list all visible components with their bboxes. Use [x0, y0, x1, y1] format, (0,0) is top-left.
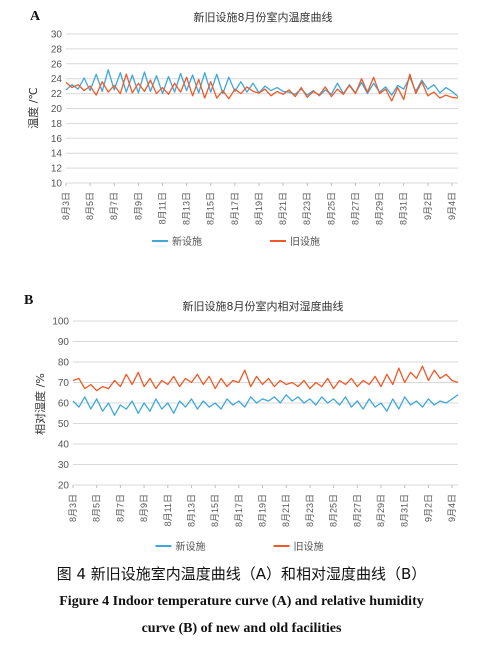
- x-tick-label: 9月4日: [447, 192, 457, 220]
- x-tick-label: 8月9日: [139, 494, 149, 522]
- x-tick-label: 8月25日: [329, 494, 339, 527]
- y-tick-label: 20: [51, 104, 63, 115]
- y-axis-label: 温度 /℃: [26, 87, 40, 129]
- y-tick-label: 18: [51, 119, 63, 130]
- legend-label: 旧设施: [294, 540, 324, 553]
- x-tick-label: 8月11日: [157, 192, 167, 224]
- temperature-chart: A 新旧设施8月份室内温度曲线 温度 /℃ 10 12 14 16 18 20 22 24 26…: [26, 9, 459, 248]
- y-tick-label: 22: [51, 89, 63, 100]
- x-tick-label: 8月7日: [115, 494, 125, 522]
- x-tick-label: 8月27日: [350, 192, 360, 225]
- x-tick-label: 8月31日: [400, 494, 410, 527]
- x-tick-label: 9月2日: [423, 192, 433, 220]
- x-tick-label: 8月5日: [85, 192, 95, 220]
- x-tick-label: 8月31日: [399, 192, 409, 225]
- chart-legend: 新设施 旧设施: [152, 235, 320, 248]
- chart-title: 新旧设施8月份室内相对湿度曲线: [183, 299, 344, 313]
- chart-legend: 新设施 旧设施: [155, 540, 324, 553]
- legend-label: 新设施: [172, 235, 202, 248]
- y-tick-label: 90: [58, 337, 70, 348]
- y-tick-label: 30: [58, 460, 70, 471]
- x-tick-label: 8月23日: [305, 494, 315, 527]
- x-tick-label: 8月11日: [163, 494, 173, 526]
- x-tick-label: 8月21日: [278, 192, 288, 225]
- y-tick-label: 20: [58, 481, 70, 492]
- figure-caption-english-line1: Figure 4 Indoor temperature curve (A) an…: [59, 594, 424, 609]
- x-tick-label: 8月27日: [352, 494, 362, 527]
- x-tick-label: 8月5日: [92, 494, 102, 522]
- x-tick-label: 8月9日: [133, 192, 143, 220]
- y-tick-label: 100: [52, 317, 69, 328]
- y-tick-label: 10: [51, 179, 63, 190]
- x-tick-label: 8月13日: [182, 192, 192, 225]
- x-tick-label: 8月15日: [210, 494, 220, 527]
- chart-title: 新旧设施8月份室内温度曲线: [194, 10, 333, 24]
- legend-label: 新设施: [176, 540, 206, 553]
- x-tick-label: 8月29日: [376, 494, 386, 527]
- panel-label: A: [30, 9, 41, 24]
- x-tick-label: 8月13日: [186, 494, 196, 527]
- figure-caption-chinese: 图 4 新旧设施室内温度曲线（A）和相对湿度曲线（B）: [56, 565, 427, 583]
- x-tick-label: 8月21日: [281, 494, 291, 527]
- x-tick-label: 8月29日: [375, 192, 385, 225]
- y-tick-label: 24: [51, 74, 63, 85]
- humidity-chart: B 新旧设施8月份室内相对湿度曲线 相对湿度 /% 20 30 40 50 60 70 80…: [24, 293, 459, 553]
- series-line: [65, 73, 459, 102]
- x-tick-label: 8月7日: [109, 192, 119, 220]
- x-tick-label: 9月4日: [447, 494, 457, 522]
- panel-label: B: [24, 293, 33, 308]
- legend-label: 旧设施: [290, 235, 320, 248]
- y-tick-label: 40: [58, 440, 70, 451]
- series-line: [72, 365, 459, 392]
- x-tick-label: 8月23日: [302, 192, 312, 225]
- y-tick-label: 70: [58, 378, 70, 389]
- y-tick-label: 60: [58, 399, 70, 410]
- series-line: [72, 394, 459, 416]
- x-tick-label: 8月25日: [326, 192, 336, 225]
- x-tick-label: 8月15日: [206, 192, 216, 225]
- y-tick-label: 26: [51, 59, 63, 70]
- x-tick-label: 8月3日: [68, 494, 78, 522]
- y-tick-label: 12: [51, 164, 63, 175]
- y-tick-label: 14: [51, 149, 63, 160]
- x-tick-label: 9月2日: [423, 494, 433, 522]
- x-tick-label: 8月19日: [258, 494, 268, 527]
- y-axis-label: 相对湿度 /%: [33, 373, 47, 435]
- y-tick-label: 80: [58, 358, 70, 369]
- x-tick-label: 8月19日: [254, 192, 264, 225]
- y-tick-label: 30: [51, 30, 63, 41]
- y-tick-label: 16: [51, 134, 63, 145]
- series-line: [65, 69, 459, 98]
- x-tick-label: 8月17日: [230, 192, 240, 225]
- x-tick-label: 8月17日: [234, 494, 244, 527]
- figure-caption-english-line2: curve (B) of new and old facilities: [141, 621, 342, 636]
- y-tick-label: 50: [58, 419, 70, 430]
- x-tick-label: 8月3日: [61, 192, 71, 220]
- y-tick-label: 28: [51, 44, 63, 55]
